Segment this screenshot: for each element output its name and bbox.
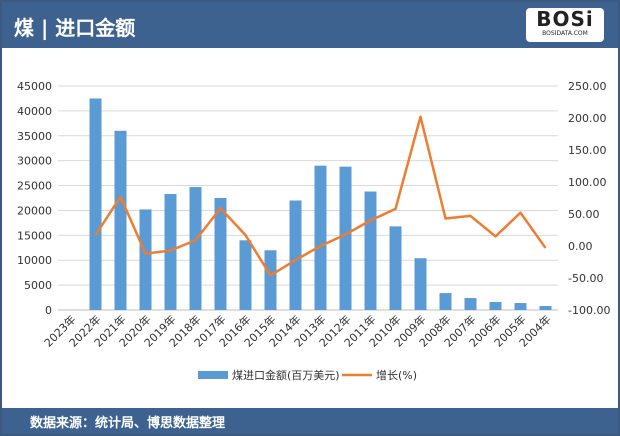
legend-line-label: 增长(%) (376, 368, 417, 382)
left-tick-label: 20000 (17, 204, 52, 217)
bar (439, 293, 452, 310)
legend-bar-label: 煤进口金额(百万美元) (232, 368, 340, 382)
bar (189, 187, 202, 310)
bar (289, 200, 302, 310)
bar (89, 98, 102, 310)
bar (514, 303, 527, 310)
data-source: 数据来源：统计局、博思数据整理 (30, 416, 226, 431)
legend-bar-swatch (198, 371, 228, 379)
right-tick-label: 0.00 (568, 240, 593, 253)
footer-bar: 数据来源：统计局、博思数据整理 (2, 408, 618, 434)
bar (239, 240, 252, 310)
left-tick-label: 10000 (17, 254, 52, 267)
bar (114, 130, 127, 310)
bar (264, 250, 277, 310)
left-tick-label: 5000 (24, 279, 52, 292)
chart-title: 煤 | 进口金额 (14, 16, 136, 40)
right-tick-label: 150.00 (568, 144, 607, 157)
left-tick-label: 45000 (17, 80, 52, 93)
right-tick-label: -50.00 (568, 272, 603, 285)
right-tick-label: 250.00 (568, 80, 607, 93)
right-tick-label: 200.00 (568, 112, 607, 125)
bosi-logo: BOSi BOSIDATA.COM (526, 8, 604, 42)
bar (414, 258, 427, 310)
left-tick-label: 35000 (17, 130, 52, 143)
bar (139, 209, 152, 310)
left-tick-label: 0 (45, 304, 52, 317)
bar (389, 226, 402, 310)
header-bar: 煤 | 进口金额 BOSi BOSIDATA.COM (2, 2, 618, 48)
right-tick-label: 50.00 (568, 208, 600, 221)
bar (214, 198, 227, 310)
bar (539, 306, 552, 310)
right-tick-label: -100.00 (568, 304, 610, 317)
bar (489, 302, 502, 310)
bar (164, 194, 177, 310)
growth-line (94, 115, 547, 277)
left-tick-label: 40000 (17, 105, 52, 118)
bar (364, 191, 377, 310)
bar (314, 165, 327, 310)
left-tick-label: 25000 (17, 180, 52, 193)
left-tick-label: 30000 (17, 155, 52, 168)
bar (339, 166, 352, 310)
left-tick-label: 15000 (17, 229, 52, 242)
right-tick-label: 100.00 (568, 176, 607, 189)
bar (464, 298, 477, 310)
